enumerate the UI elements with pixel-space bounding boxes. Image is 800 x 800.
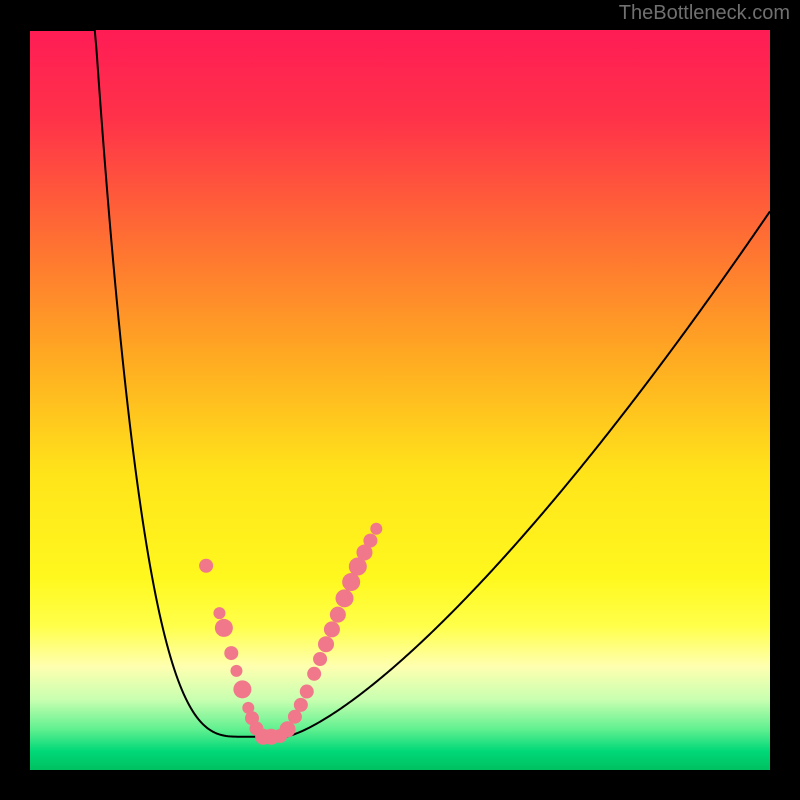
curve-marker [300, 685, 314, 699]
curve-marker [230, 665, 242, 677]
curve-marker [215, 619, 233, 637]
watermark-text: TheBottleneck.com [619, 2, 790, 25]
curve-marker [224, 646, 238, 660]
chart-svg [0, 0, 800, 800]
curve-marker [288, 710, 302, 724]
curve-marker [199, 559, 213, 573]
curve-marker [370, 523, 382, 535]
curve-marker [330, 607, 346, 623]
chart-plot-area [30, 30, 770, 770]
curve-marker [324, 621, 340, 637]
curve-marker [213, 607, 225, 619]
curve-marker [294, 698, 308, 712]
curve-marker [307, 667, 321, 681]
curve-marker [363, 534, 377, 548]
curve-marker [318, 636, 334, 652]
curve-marker [313, 652, 327, 666]
curve-marker [336, 589, 354, 607]
curve-marker [280, 721, 296, 737]
curve-marker [233, 680, 251, 698]
curve-marker [342, 573, 360, 591]
